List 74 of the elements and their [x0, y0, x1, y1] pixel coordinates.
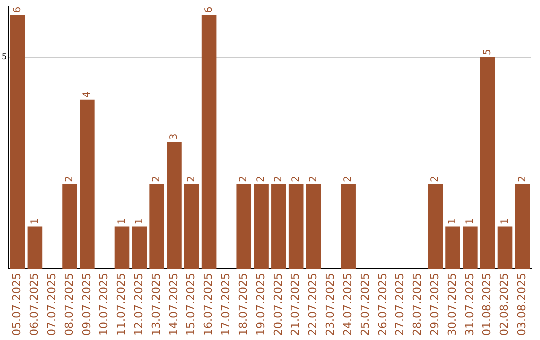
data-label: 2	[274, 176, 285, 182]
data-label: 2	[256, 176, 268, 182]
bar	[254, 184, 269, 270]
bar	[150, 184, 164, 270]
x-tick-label: 22.07.2025	[306, 273, 320, 336]
data-label: 6	[12, 6, 24, 14]
bar	[80, 100, 95, 270]
data-label: 2	[308, 176, 320, 182]
data-label: 2	[152, 176, 163, 182]
data-label: 1	[500, 218, 511, 225]
data-label: 4	[82, 91, 94, 98]
data-label: 2	[238, 176, 250, 182]
bar	[428, 184, 444, 270]
data-label: 1	[116, 218, 128, 225]
data-label: 1	[465, 218, 476, 225]
bar	[62, 184, 78, 270]
bar	[132, 226, 148, 270]
x-tick-label: 16.07.2025	[202, 273, 216, 336]
data-label: 1	[134, 218, 146, 225]
bar	[114, 226, 130, 270]
bar	[28, 226, 43, 270]
x-tick-label: 24.07.2025	[341, 273, 354, 336]
bar	[306, 184, 322, 270]
x-tick-label: 10.07.2025	[98, 273, 111, 336]
x-tick-label: 03.08.2025	[516, 273, 529, 336]
data-label: 2	[517, 176, 528, 182]
data-label: 2	[343, 176, 354, 182]
bar	[498, 226, 513, 270]
bar	[463, 226, 478, 270]
x-tick-label: 31.07.2025	[463, 273, 476, 336]
x-tick-label: 18.07.2025	[236, 273, 250, 336]
data-label: 5	[482, 49, 494, 56]
x-tick-label: 25.07.2025	[358, 273, 372, 336]
x-tick-label: 08.07.2025	[62, 273, 76, 336]
data-label: 1	[448, 218, 459, 225]
bar	[272, 184, 286, 270]
x-tick-label: 29.07.2025	[428, 273, 442, 336]
bar	[515, 184, 530, 270]
x-tick-label: 26.07.2025	[376, 273, 390, 336]
data-label: 2	[186, 176, 198, 182]
x-tick-label: 05.07.2025	[10, 273, 24, 336]
x-tick-label: 07.07.2025	[45, 273, 58, 336]
bar	[10, 15, 26, 270]
x-tick-label: 12.07.2025	[132, 273, 146, 336]
bar	[236, 184, 252, 270]
bar	[480, 58, 496, 270]
x-tick-label: 30.07.2025	[446, 273, 459, 336]
data-label: 2	[290, 176, 302, 182]
bar	[202, 15, 217, 270]
x-tick-label: 20.07.2025	[272, 273, 285, 336]
x-tick-label: 27.07.2025	[394, 273, 407, 336]
x-tick-label: 14.07.2025	[167, 273, 180, 336]
x-tick-label: 19.07.2025	[254, 273, 268, 336]
x-tick-label: 15.07.2025	[184, 273, 198, 336]
x-tick-label: 01.08.2025	[480, 273, 494, 336]
x-tick-label: 02.08.2025	[498, 273, 512, 336]
data-label: 3	[169, 134, 180, 140]
bar	[288, 184, 304, 270]
x-tick-label: 06.07.2025	[28, 273, 42, 336]
bar	[341, 184, 356, 270]
x-tick-label: 23.07.2025	[324, 273, 338, 336]
data-label: 6	[204, 6, 215, 14]
x-tick-label: 17.07.2025	[220, 273, 233, 336]
bar	[446, 226, 460, 270]
bar	[184, 184, 200, 270]
x-tick-label: 09.07.2025	[80, 273, 94, 336]
x-tick-label: 13.07.2025	[150, 273, 163, 336]
x-tick-label: 21.07.2025	[289, 273, 302, 336]
data-label: 2	[64, 176, 76, 182]
data-label: 2	[430, 176, 442, 182]
bar	[167, 142, 182, 270]
x-tick-label: 28.07.2025	[411, 273, 424, 336]
x-tick-label: 11.07.2025	[115, 273, 128, 336]
data-label: 1	[30, 218, 41, 225]
